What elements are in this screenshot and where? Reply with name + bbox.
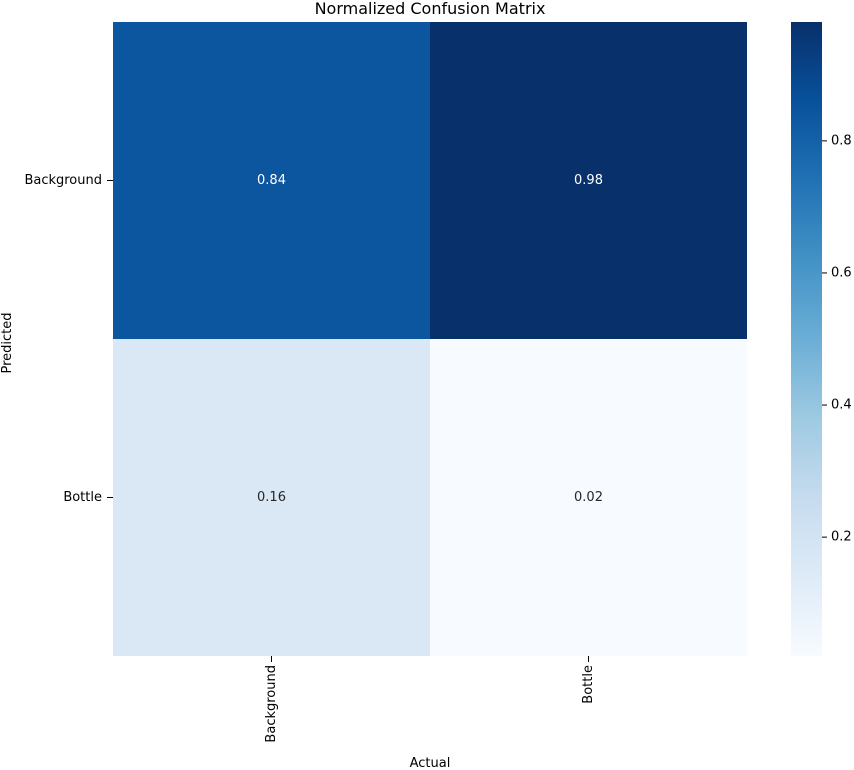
heatmap-cell [430, 339, 747, 656]
colorbar-tick-label: 0.6 [831, 265, 852, 280]
y-axis: Background Bottle [24, 173, 113, 505]
x-axis-label: Actual [410, 756, 451, 770]
colorbar [791, 22, 822, 656]
y-axis-label: Predicted [0, 312, 15, 373]
y-tick-label: Background [24, 173, 102, 188]
heatmap-cell [113, 22, 430, 339]
colorbar-tick-label: 0.8 [831, 133, 852, 148]
colorbar-tick-label: 0.2 [831, 530, 852, 545]
heatmap-cells [113, 22, 747, 656]
colorbar-tick-label: 0.4 [831, 398, 852, 413]
colorbar-axis: 0.2 0.4 0.6 0.8 [822, 133, 852, 545]
cell-value-label: 0.16 [257, 490, 286, 505]
heatmap-cell [113, 339, 430, 656]
chart-title: Normalized Confusion Matrix [315, 0, 546, 18]
x-tick-label: Bottle [581, 665, 596, 704]
cell-value-label: 0.02 [574, 490, 603, 505]
heatmap-cell [430, 22, 747, 339]
y-tick-label: Bottle [63, 490, 102, 505]
x-tick-label: Background [264, 665, 279, 743]
x-axis: Background Bottle [264, 656, 596, 743]
cell-value-label: 0.98 [574, 173, 603, 188]
cell-value-label: 0.84 [257, 173, 286, 188]
heatmap-cell-labels: 0.84 0.98 0.16 0.02 [257, 173, 603, 505]
